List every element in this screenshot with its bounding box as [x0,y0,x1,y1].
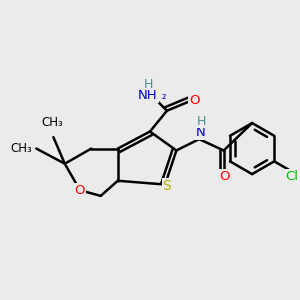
Text: H: H [143,78,153,91]
Text: NH: NH [138,89,158,102]
Text: CH₃: CH₃ [42,116,63,129]
Text: N: N [196,126,206,139]
Text: O: O [219,169,230,182]
Text: S: S [163,179,171,194]
Text: O: O [189,94,200,107]
Text: Cl: Cl [285,169,298,182]
Text: O: O [75,184,85,197]
Text: H: H [196,115,206,128]
Text: CH₃: CH₃ [11,142,33,155]
Text: ₂: ₂ [162,91,166,100]
